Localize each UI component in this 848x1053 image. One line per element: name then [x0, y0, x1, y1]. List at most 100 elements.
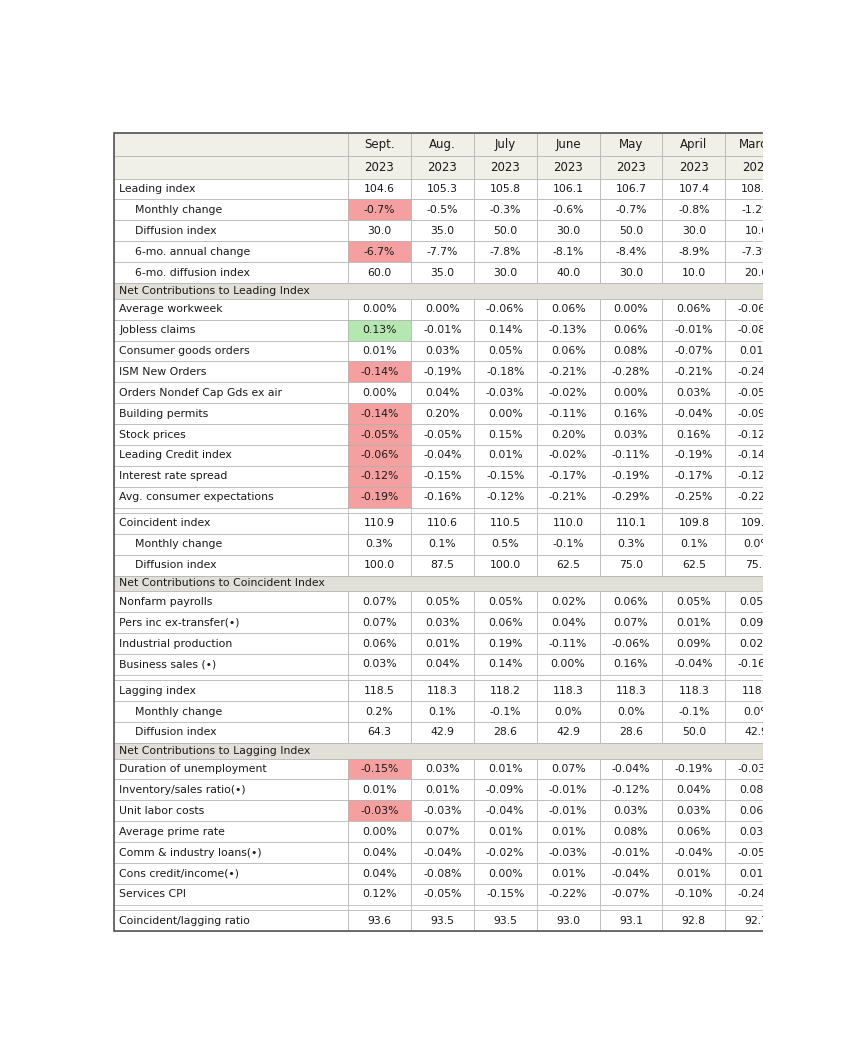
Bar	[411, 654, 474, 675]
Bar	[114, 842, 348, 863]
Bar	[114, 340, 348, 361]
Bar	[411, 340, 474, 361]
Bar	[725, 722, 788, 742]
Bar	[474, 199, 537, 220]
Bar	[725, 701, 788, 722]
Bar	[348, 179, 411, 199]
Bar	[411, 403, 474, 424]
Bar	[474, 534, 537, 555]
Text: 0.01%: 0.01%	[739, 869, 774, 878]
Bar	[411, 555, 474, 576]
Bar	[600, 156, 662, 179]
Bar	[411, 905, 474, 910]
Bar	[411, 883, 474, 905]
Bar	[348, 701, 411, 722]
Text: 75.0: 75.0	[745, 560, 769, 571]
Text: -0.05%: -0.05%	[738, 848, 776, 857]
Text: 0.09%: 0.09%	[739, 618, 774, 628]
Bar	[725, 654, 788, 675]
Bar	[600, 179, 662, 199]
Bar	[600, 199, 662, 220]
Text: -6.7%: -6.7%	[364, 246, 395, 257]
Bar	[662, 156, 725, 179]
Bar	[537, 465, 600, 486]
Bar	[348, 199, 411, 220]
Text: 0.05%: 0.05%	[739, 597, 774, 607]
Text: 108.3: 108.3	[741, 184, 773, 194]
Bar	[537, 555, 600, 576]
Bar	[114, 241, 348, 262]
Bar	[600, 654, 662, 675]
Text: 0.00%: 0.00%	[488, 869, 522, 878]
Text: Pers inc ex-transfer(•): Pers inc ex-transfer(•)	[120, 618, 240, 628]
Text: 0.05%: 0.05%	[677, 597, 711, 607]
Text: -0.04%: -0.04%	[611, 869, 650, 878]
Text: 6-mo. annual change: 6-mo. annual change	[135, 246, 250, 257]
Text: -0.01%: -0.01%	[549, 806, 588, 816]
Bar	[114, 910, 348, 931]
Text: June: June	[555, 138, 581, 151]
Text: -0.15%: -0.15%	[360, 764, 399, 774]
Bar	[662, 654, 725, 675]
Bar	[600, 220, 662, 241]
Text: 104.6: 104.6	[364, 184, 395, 194]
Bar	[411, 758, 474, 779]
Bar	[411, 633, 474, 654]
Bar	[114, 592, 348, 612]
Bar	[662, 555, 725, 576]
Text: 0.07%: 0.07%	[550, 764, 585, 774]
Text: 118.3: 118.3	[616, 686, 646, 696]
Text: 0.16%: 0.16%	[614, 409, 648, 419]
Bar	[114, 821, 348, 842]
Bar	[600, 701, 662, 722]
Text: 118.3: 118.3	[427, 686, 458, 696]
Bar	[474, 910, 537, 931]
Text: Average prime rate: Average prime rate	[120, 827, 225, 837]
Bar	[537, 220, 600, 241]
Bar	[537, 486, 600, 508]
Text: 0.16%: 0.16%	[677, 430, 711, 439]
Text: -0.11%: -0.11%	[549, 638, 588, 649]
Text: 107.4: 107.4	[678, 184, 709, 194]
Bar	[474, 680, 537, 701]
Bar	[348, 779, 411, 800]
Text: 0.06%: 0.06%	[614, 597, 648, 607]
Bar	[411, 675, 474, 680]
Text: -7.7%: -7.7%	[427, 246, 458, 257]
Bar	[348, 680, 411, 701]
Text: 0.01%: 0.01%	[550, 869, 585, 878]
Text: 50.0: 50.0	[493, 225, 517, 236]
Text: 0.04%: 0.04%	[677, 784, 711, 795]
Bar	[537, 701, 600, 722]
Text: Cons credit/income(•): Cons credit/income(•)	[120, 869, 239, 878]
Text: 110.1: 110.1	[616, 518, 646, 529]
Text: -0.02%: -0.02%	[549, 388, 588, 398]
Text: -0.04%: -0.04%	[675, 409, 713, 419]
Bar	[348, 445, 411, 465]
Bar	[474, 133, 537, 156]
Text: 0.00%: 0.00%	[362, 304, 397, 314]
Bar	[348, 513, 411, 534]
Text: -0.03%: -0.03%	[423, 806, 461, 816]
Text: -0.19%: -0.19%	[423, 366, 461, 377]
Text: 0.13%: 0.13%	[362, 325, 397, 335]
Text: 93.5: 93.5	[430, 915, 455, 926]
Bar	[114, 320, 348, 340]
Bar	[114, 424, 348, 445]
Text: 0.1%: 0.1%	[680, 539, 708, 550]
Bar	[537, 722, 600, 742]
Bar	[348, 220, 411, 241]
Text: 0.06%: 0.06%	[550, 304, 585, 314]
Bar	[537, 508, 600, 513]
Bar	[662, 701, 725, 722]
Bar	[600, 513, 662, 534]
Text: 2023: 2023	[427, 160, 457, 174]
Text: 40.0: 40.0	[556, 267, 580, 278]
Text: 0.01%: 0.01%	[425, 638, 460, 649]
Text: 0.5%: 0.5%	[491, 539, 519, 550]
Text: -0.11%: -0.11%	[611, 451, 650, 460]
Text: -8.1%: -8.1%	[552, 246, 583, 257]
Bar	[411, 910, 474, 931]
Bar	[114, 486, 348, 508]
Bar	[114, 654, 348, 675]
